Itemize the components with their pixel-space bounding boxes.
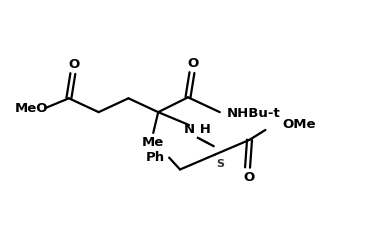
- Text: OMe: OMe: [282, 119, 316, 131]
- Text: N H: N H: [185, 124, 211, 136]
- Text: S: S: [216, 159, 224, 169]
- Text: Ph: Ph: [146, 151, 165, 164]
- Text: O: O: [187, 57, 198, 70]
- Text: O: O: [243, 171, 254, 184]
- Text: MeO: MeO: [15, 102, 48, 115]
- Text: Me: Me: [142, 136, 164, 149]
- Text: NHBu-t: NHBu-t: [227, 107, 280, 120]
- Text: O: O: [68, 58, 79, 71]
